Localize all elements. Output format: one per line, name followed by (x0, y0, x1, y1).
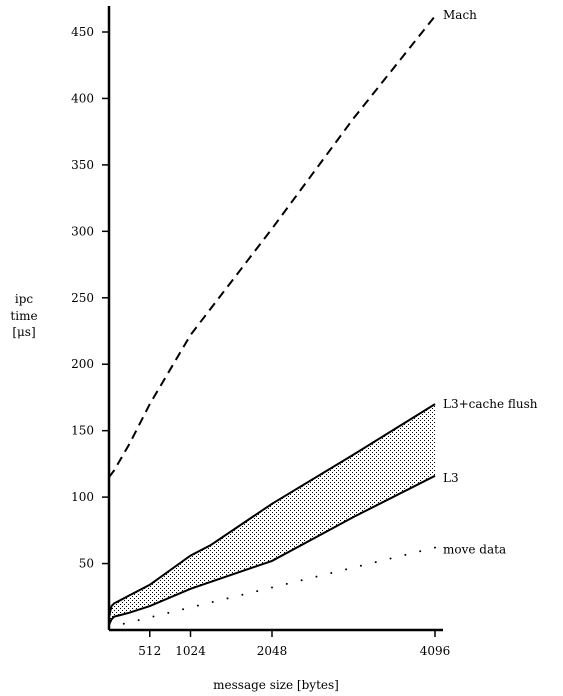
y-tick-label: 300 (71, 224, 94, 238)
series-point-move-data (211, 600, 214, 603)
series-point-move-data (167, 611, 170, 614)
y-tick-label: 100 (71, 490, 94, 504)
series-label-l3-cache-flush: L3+cache flush (443, 397, 538, 411)
y-tick-label: 350 (71, 158, 94, 172)
series-point-move-data (389, 557, 392, 560)
series-point-move-data (271, 586, 273, 589)
series-label-mach: Mach (443, 8, 477, 22)
series-point-move-data (419, 550, 422, 553)
x-tick-label: 2048 (257, 644, 288, 658)
series-point-move-data (241, 593, 244, 596)
y-axis-title-line-3: [μs] (12, 325, 35, 339)
series-point-move-data (330, 571, 333, 574)
y-tick-label: 450 (71, 25, 94, 39)
y-tick-label: 250 (71, 291, 94, 305)
y-tick-label: 150 (71, 424, 94, 438)
series-point-move-data (226, 597, 229, 600)
series-point-move-data (182, 608, 185, 611)
series-point-move-data (434, 546, 436, 549)
series-point-move-data (285, 582, 288, 585)
series-label-l3: L3 (443, 471, 459, 485)
series-point-move-data (374, 561, 377, 564)
series-point-move-data (315, 575, 318, 578)
y-axis-title-line-1: ipc (15, 292, 34, 306)
series-point-move-data (359, 564, 362, 567)
series-point-move-data (137, 619, 140, 622)
series-point-move-data (404, 553, 407, 556)
x-tick-label: 1024 (175, 644, 206, 658)
series-point-move-data (122, 622, 125, 625)
series-point-move-data (196, 604, 199, 607)
y-tick-label: 200 (71, 357, 94, 371)
x-tick-label: 4096 (420, 644, 451, 658)
series-point-move-data (152, 615, 155, 618)
x-axis-title: message size [bytes] (213, 678, 339, 692)
x-tick-label: 512 (138, 644, 161, 658)
y-tick-label: 50 (79, 557, 94, 571)
series-point-move-data (256, 590, 259, 593)
series-line-l3-cache-flush (108, 403, 436, 617)
series-point-move-data (300, 579, 303, 582)
series-label-move-data: move data (443, 543, 506, 557)
y-tick-label: 400 (71, 91, 94, 105)
y-axis-title-line-2: time (10, 309, 37, 323)
series-line-mach (108, 15, 436, 478)
series-point-move-data (345, 568, 348, 571)
shaded-band-l3-cache-flush (109, 404, 435, 625)
series-line-l3 (108, 474, 436, 626)
